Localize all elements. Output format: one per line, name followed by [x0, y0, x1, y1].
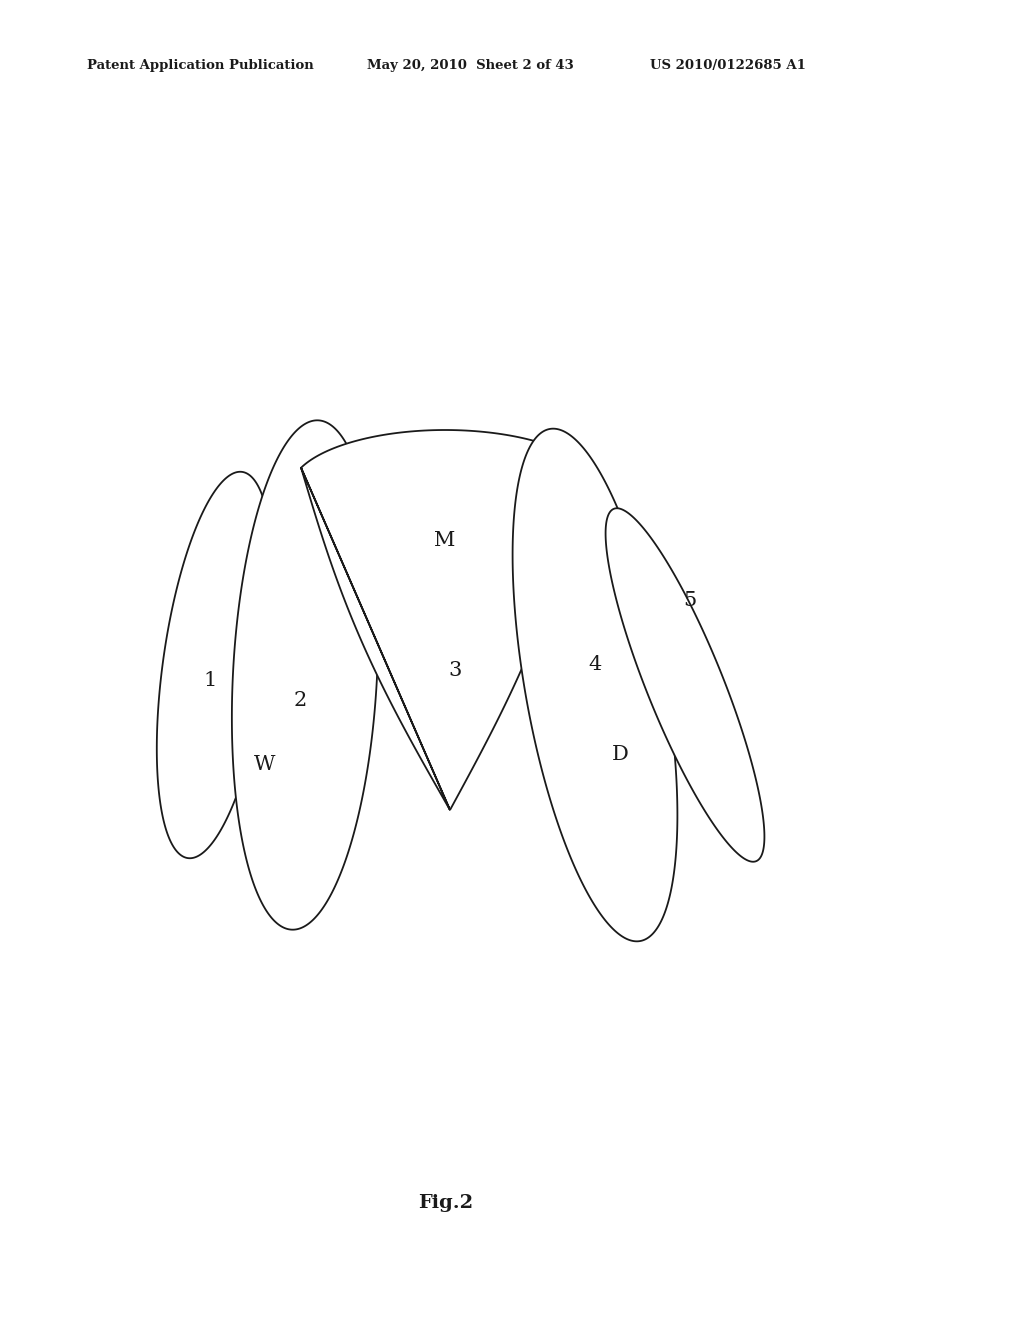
Text: D: D — [611, 746, 629, 764]
Text: 3: 3 — [449, 660, 462, 680]
Text: Fig.2: Fig.2 — [418, 1193, 473, 1212]
Polygon shape — [157, 471, 273, 858]
Text: M: M — [434, 531, 456, 549]
Text: W: W — [254, 755, 275, 775]
Text: 1: 1 — [204, 671, 217, 689]
Text: May 20, 2010  Sheet 2 of 43: May 20, 2010 Sheet 2 of 43 — [367, 59, 573, 73]
Polygon shape — [605, 508, 765, 862]
Text: 5: 5 — [683, 590, 696, 610]
Polygon shape — [301, 430, 589, 810]
Text: US 2010/0122685 A1: US 2010/0122685 A1 — [650, 59, 806, 73]
Text: 4: 4 — [589, 656, 602, 675]
Text: Patent Application Publication: Patent Application Publication — [87, 59, 313, 73]
Text: 2: 2 — [293, 690, 306, 710]
Polygon shape — [513, 429, 678, 941]
Polygon shape — [231, 420, 378, 929]
